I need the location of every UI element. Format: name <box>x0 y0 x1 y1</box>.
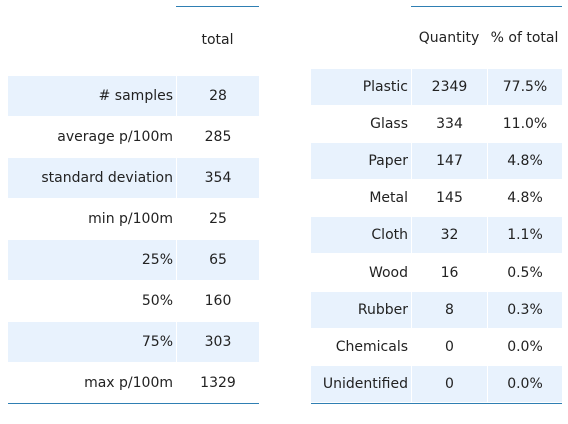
material-top-rule <box>411 6 562 7</box>
material-row-quantity: 334 <box>411 106 487 142</box>
material-row-percent: 4.8% <box>487 180 562 216</box>
material-row-percent: 11.0% <box>487 106 562 142</box>
summary-row-label: min p/100m <box>88 211 173 227</box>
material-header-quantity: Quantity <box>418 30 480 46</box>
summary-row: average p/100m 285 <box>8 117 259 157</box>
material-row-label: Plastic <box>311 69 411 105</box>
summary-row: max p/100m 1329 <box>8 363 259 403</box>
material-row-label: Wood <box>368 265 408 281</box>
material-row-percent: 0.3% <box>487 292 562 328</box>
material-row: Unidentified 0 0.0% <box>311 366 562 402</box>
material-header-percent: % of total <box>490 30 559 46</box>
material-row-quantity: 0 <box>411 366 487 402</box>
material-row: Rubber 8 0.3% <box>311 292 562 328</box>
material-row-percent: 1.1% <box>487 217 562 253</box>
summary-top-rule <box>176 6 259 7</box>
material-row-quantity: 0 <box>411 329 487 365</box>
summary-row-value: 28 <box>176 76 259 116</box>
material-row-quantity: 32 <box>411 217 487 253</box>
summary-row-value: 25 <box>176 199 259 239</box>
material-row: Glass 334 11.0% <box>311 106 562 142</box>
material-row-label: Cloth <box>311 217 411 253</box>
material-row-quantity: 16 <box>411 255 487 291</box>
summary-row-label: standard deviation <box>8 158 176 198</box>
material-row-label: Unidentified <box>311 366 411 402</box>
material-row: Wood 16 0.5% <box>311 255 562 291</box>
summary-row-value: 303 <box>176 322 259 362</box>
summary-row-value: 1329 <box>176 363 259 403</box>
material-row-quantity: 147 <box>411 143 487 179</box>
summary-bottom-rule <box>8 403 259 404</box>
summary-row-label: max p/100m <box>84 375 173 391</box>
summary-row: 75% 303 <box>8 322 259 362</box>
summary-row-label: 25% <box>8 240 176 280</box>
summary-row-label: # samples <box>8 76 176 116</box>
material-row: Paper 147 4.8% <box>311 143 562 179</box>
material-row-percent: 77.5% <box>487 69 562 105</box>
summary-header-total: total <box>201 32 234 48</box>
summary-row: standard deviation 354 <box>8 158 259 198</box>
material-row: Metal 145 4.8% <box>311 180 562 216</box>
summary-row-value: 285 <box>176 117 259 157</box>
summary-row-value: 354 <box>176 158 259 198</box>
material-row-label: Rubber <box>311 292 411 328</box>
summary-row-label: average p/100m <box>57 129 173 145</box>
summary-row-label: 50% <box>141 293 173 309</box>
summary-row-label: 75% <box>8 322 176 362</box>
material-row-percent: 4.8% <box>487 143 562 179</box>
material-row-label: Chemicals <box>335 339 408 355</box>
material-row-percent: 0.0% <box>487 329 562 365</box>
summary-row-value: 65 <box>176 240 259 280</box>
material-row-percent: 0.5% <box>487 255 562 291</box>
material-row-label: Paper <box>311 143 411 179</box>
summary-row: 25% 65 <box>8 240 259 280</box>
summary-row: # samples 28 <box>8 76 259 116</box>
summary-row-value: 160 <box>176 281 259 321</box>
summary-row: 50% 160 <box>8 281 259 321</box>
material-row-quantity: 145 <box>411 180 487 216</box>
material-bottom-rule <box>311 403 562 404</box>
material-row-label: Metal <box>369 190 408 206</box>
material-row: Plastic 2349 77.5% <box>311 69 562 105</box>
material-row: Cloth 32 1.1% <box>311 217 562 253</box>
material-row-percent: 0.0% <box>487 366 562 402</box>
material-row-label: Glass <box>370 116 408 132</box>
material-row-quantity: 2349 <box>411 69 487 105</box>
summary-row: min p/100m 25 <box>8 199 259 239</box>
material-row-quantity: 8 <box>411 292 487 328</box>
material-row: Chemicals 0 0.0% <box>311 329 562 365</box>
